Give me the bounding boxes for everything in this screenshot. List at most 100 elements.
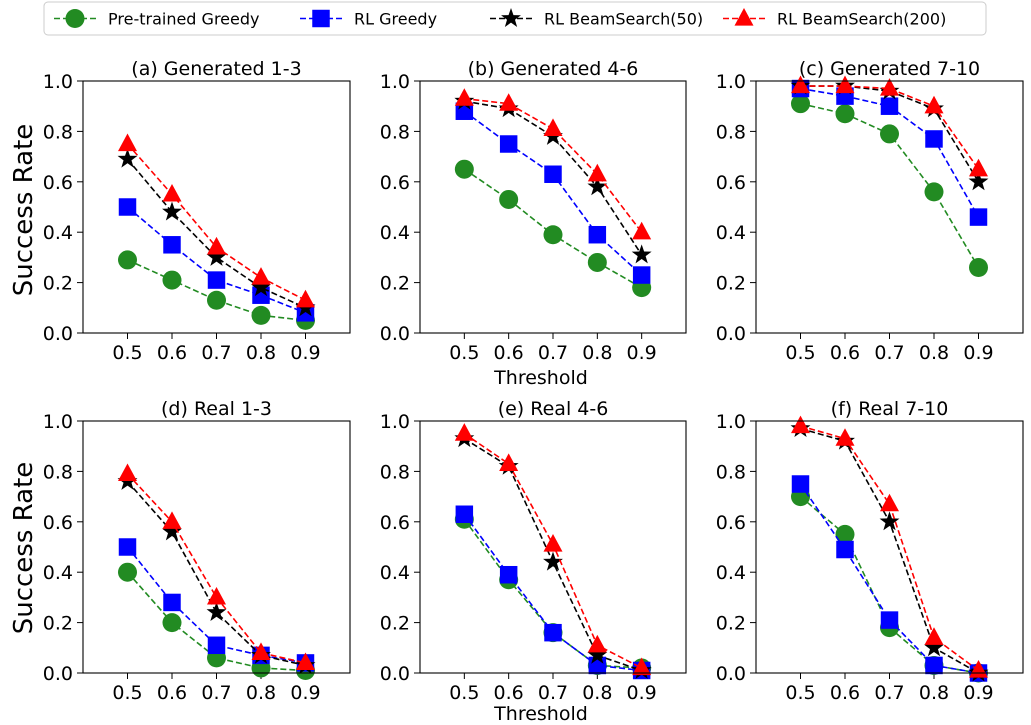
data-point-rl-beamsearch-50 (117, 148, 138, 168)
data-point-rl-beamsearch-200 (296, 652, 315, 671)
legend: Pre-trained Greedy RL Greedy RL BeamSearch… (43, 1, 987, 36)
series-rl-beamsearch-200 (454, 88, 652, 240)
xlabel-bottom: Threshold (493, 703, 588, 725)
data-point-pre-trained-greedy (835, 104, 855, 124)
data-point-rl-beamsearch-200 (543, 118, 563, 137)
series-rl-greedy (118, 198, 315, 322)
series-rl-beamsearch-200 (118, 133, 315, 308)
data-point-pre-trained-greedy (880, 124, 899, 144)
y-tick-label: 0.8 (380, 461, 410, 483)
y-tick-label: 0.4 (380, 562, 410, 584)
data-point-rl-greedy (544, 623, 562, 642)
x-tick-label: 0.8 (246, 342, 276, 364)
x-tick-label: 0.5 (112, 682, 142, 704)
data-point-rl-greedy (544, 165, 562, 183)
x-tick-label: 0.9 (963, 342, 993, 364)
x-tick-label: 0.7 (538, 682, 568, 704)
y-tick-label: 0.4 (716, 562, 746, 584)
data-point-rl-beamsearch-50 (631, 244, 652, 264)
data-point-rl-beamsearch-200 (499, 453, 519, 471)
y-tick-label: 0.0 (716, 663, 746, 685)
axes-frame (82, 420, 351, 674)
data-point-pre-trained-greedy (587, 252, 607, 272)
x-tick-label: 0.6 (494, 342, 524, 364)
legend-marker-rl-beamsearch-50 (501, 8, 521, 27)
x-tick-label: 0.8 (582, 682, 612, 704)
data-point-rl-beamsearch-200 (632, 221, 652, 240)
data-point-rl-beamsearch-50 (968, 171, 989, 191)
series-line-rl-beamsearch-50 (126, 158, 306, 309)
series-line-pre-trained-greedy (799, 495, 979, 674)
x-tick-label: 0.6 (830, 682, 860, 704)
data-point-rl-beamsearch-200 (118, 133, 137, 152)
ylabel-bottom: Success Rate (9, 462, 39, 635)
legend-marker-rl-greedy (312, 9, 330, 28)
data-point-pre-trained-greedy (499, 189, 519, 209)
data-point-rl-beamsearch-50 (543, 551, 563, 571)
data-point-rl-beamsearch-200 (162, 183, 182, 202)
series-rl-greedy (455, 505, 651, 680)
data-point-rl-greedy (791, 475, 810, 493)
legend-label-rl-beamsearch-50: RL BeamSearch(50) (544, 10, 703, 29)
x-tick-label: 0.9 (290, 342, 320, 364)
subplot-5: (e) Real 4-6 0.0 0.2 0.4 0.6 0.8 1.0 0.5 0.6 0.7 0… (380, 398, 687, 704)
data-point-rl-greedy (836, 540, 854, 559)
series-line-rl-beamsearch-200 (800, 425, 979, 672)
x-tick-label: 0.7 (538, 342, 568, 364)
data-point-rl-greedy (207, 636, 226, 655)
data-point-pre-trained-greedy (835, 524, 855, 544)
legend-label-rl-beamsearch-200: RL BeamSearch(200) (777, 10, 946, 29)
x-tick-label: 0.5 (785, 342, 815, 364)
series-line-pre-trained-greedy (126, 571, 306, 672)
axes-frame (755, 80, 1024, 334)
y-tick-label: 0.2 (716, 613, 746, 635)
y-tick-label: 1.0 (380, 71, 410, 93)
subplot-title: (d) Real 1-3 (161, 398, 272, 420)
series-line-rl-greedy (126, 546, 306, 664)
y-tick-label: 0.2 (380, 613, 410, 635)
data-point-rl-greedy (588, 225, 607, 244)
axes-frame (419, 420, 687, 674)
y-tick-label: 1.0 (380, 411, 410, 433)
series-line-pre-trained-greedy (127, 259, 306, 322)
subplot-title: (b) Generated 4-6 (468, 58, 639, 80)
data-point-rl-greedy (925, 656, 943, 675)
y-tick-label: 0.8 (716, 461, 746, 483)
axes-frame (755, 420, 1024, 674)
data-point-rl-beamsearch-50 (924, 637, 944, 657)
data-point-pre-trained-greedy (791, 94, 810, 114)
x-tick-label: 0.6 (830, 342, 860, 364)
axes-frame (419, 80, 687, 334)
x-tick-label: 0.6 (157, 342, 187, 364)
y-tick-label: 0.4 (380, 222, 410, 244)
data-point-rl-greedy (118, 198, 137, 216)
data-point-rl-beamsearch-200 (251, 267, 271, 285)
data-point-pre-trained-greedy (162, 270, 182, 290)
data-point-rl-beamsearch-200 (924, 95, 944, 114)
data-point-rl-beamsearch-200 (207, 586, 226, 605)
data-point-pre-trained-greedy (251, 305, 271, 325)
x-tick-label: 0.8 (919, 342, 949, 364)
data-point-rl-greedy (163, 236, 181, 254)
y-tick-label: 0.6 (716, 512, 746, 534)
legend-marker-pre-trained-greedy (65, 9, 85, 28)
data-point-rl-beamsearch-200 (454, 88, 474, 106)
y-tick-label: 0.6 (380, 172, 410, 194)
data-point-pre-trained-greedy (207, 290, 226, 310)
data-point-rl-beamsearch-200 (162, 511, 182, 529)
data-point-rl-beamsearch-200 (543, 534, 563, 552)
data-point-rl-beamsearch-200 (296, 289, 315, 308)
data-point-rl-greedy (880, 97, 899, 115)
y-tick-label: 0.0 (380, 323, 410, 345)
data-point-rl-beamsearch-50 (587, 176, 608, 196)
data-point-pre-trained-greedy (162, 613, 182, 633)
ylabel-top: Success Rate (9, 124, 39, 297)
data-point-rl-greedy (207, 271, 226, 289)
data-point-rl-beamsearch-200 (454, 423, 474, 441)
data-point-rl-beamsearch-200 (632, 657, 652, 676)
data-point-rl-beamsearch-200 (118, 463, 137, 482)
x-tick-label: 0.8 (582, 342, 612, 364)
data-point-rl-beamsearch-200 (499, 93, 519, 111)
data-point-pre-trained-greedy (543, 225, 563, 245)
